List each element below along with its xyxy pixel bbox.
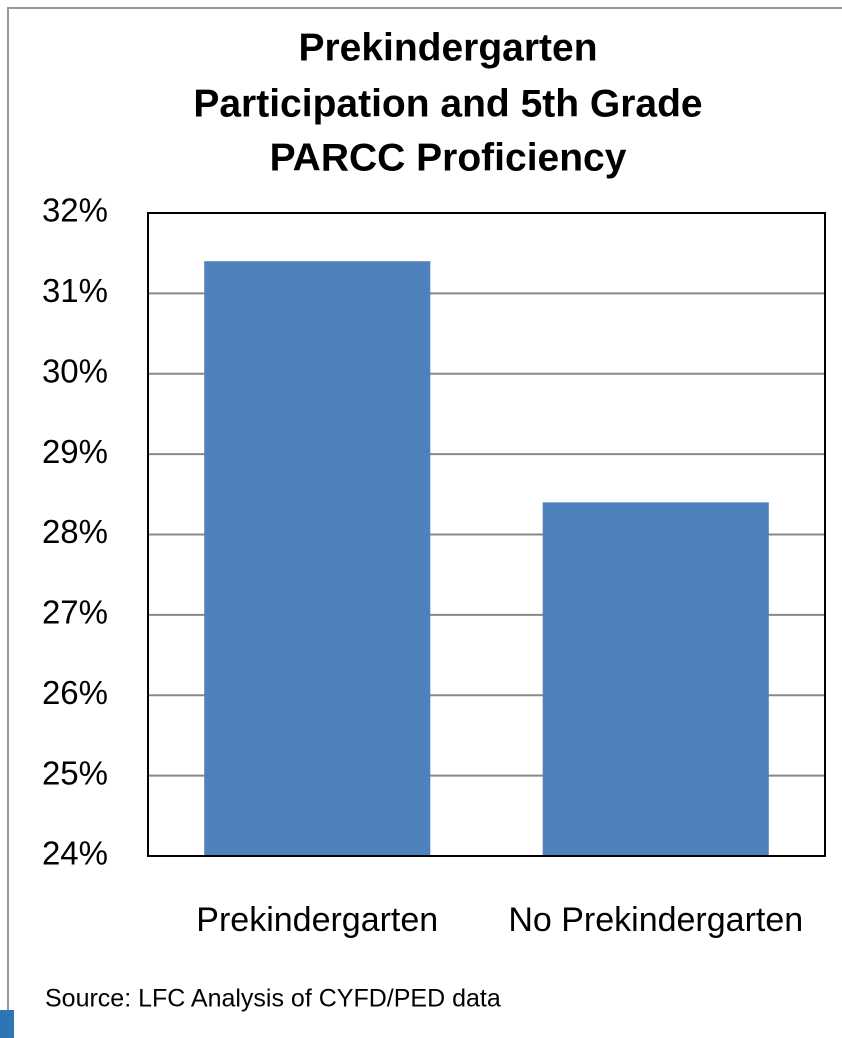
bar bbox=[542, 502, 769, 856]
y-tick-label: 29% bbox=[42, 433, 108, 470]
plot-border bbox=[147, 212, 826, 857]
bar bbox=[204, 261, 431, 857]
chart-title: PARCC Proficiency bbox=[270, 136, 627, 179]
x-tick-label: No Prekindergarten bbox=[508, 901, 803, 939]
y-tick-label: 27% bbox=[42, 594, 108, 631]
y-tick-label: 26% bbox=[42, 674, 108, 711]
y-tick-label: 24% bbox=[42, 835, 108, 872]
y-tick-label: 32% bbox=[42, 192, 108, 229]
chart-title: Prekindergarten bbox=[298, 26, 597, 69]
y-tick-label: 31% bbox=[42, 272, 108, 309]
source-note: Source: LFC Analysis of CYFD/PED data bbox=[45, 985, 501, 1013]
y-tick-label: 25% bbox=[42, 754, 108, 791]
y-tick-label: 30% bbox=[42, 352, 108, 389]
chart-title: Participation and 5th Grade bbox=[193, 82, 702, 125]
x-tick-label: Prekindergarten bbox=[196, 901, 438, 939]
y-tick-label: 28% bbox=[42, 513, 108, 550]
frame bbox=[7, 7, 842, 1038]
decoration bbox=[0, 1010, 14, 1038]
